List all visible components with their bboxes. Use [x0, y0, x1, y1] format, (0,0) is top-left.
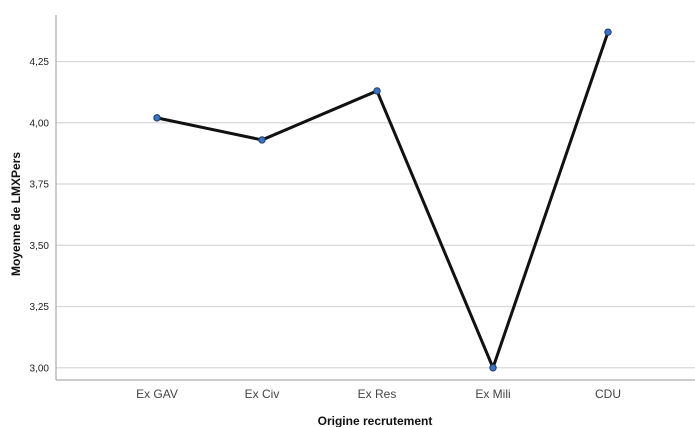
data-point: [489, 364, 497, 372]
series-line: [156, 31, 610, 370]
y-tick-label: 3,25: [30, 302, 50, 313]
data-point: [153, 114, 161, 122]
y-tick-labels: 3,00 3,25 3,50 3,75 4,00 4,25: [30, 57, 50, 374]
y-tick-label: 3,00: [30, 363, 50, 374]
data-point: [604, 28, 612, 36]
x-axis-title: Origine recrutement: [318, 414, 433, 427]
gridlines: [56, 60, 695, 369]
data-point: [258, 136, 266, 144]
data-point: [373, 87, 381, 95]
y-tick-label: 3,50: [30, 241, 50, 252]
x-tick-label: Ex Civ: [245, 387, 280, 401]
y-axis-title: Moyenne de LMXPers: [9, 152, 23, 276]
x-tick-label: Ex GAV: [136, 387, 178, 401]
y-tick-label: 4,00: [30, 118, 50, 129]
series: [153, 28, 612, 372]
y-tick-label: 3,75: [30, 180, 50, 191]
axes: [55, 15, 695, 381]
x-tick-label: Ex Res: [358, 387, 397, 401]
x-tick-label: Ex Mili: [475, 387, 510, 401]
x-tick-label: CDU: [595, 387, 621, 401]
y-tick-label: 4,25: [30, 57, 50, 68]
x-tick-labels: Ex GAV Ex Civ Ex Res Ex Mili CDU: [136, 387, 621, 401]
